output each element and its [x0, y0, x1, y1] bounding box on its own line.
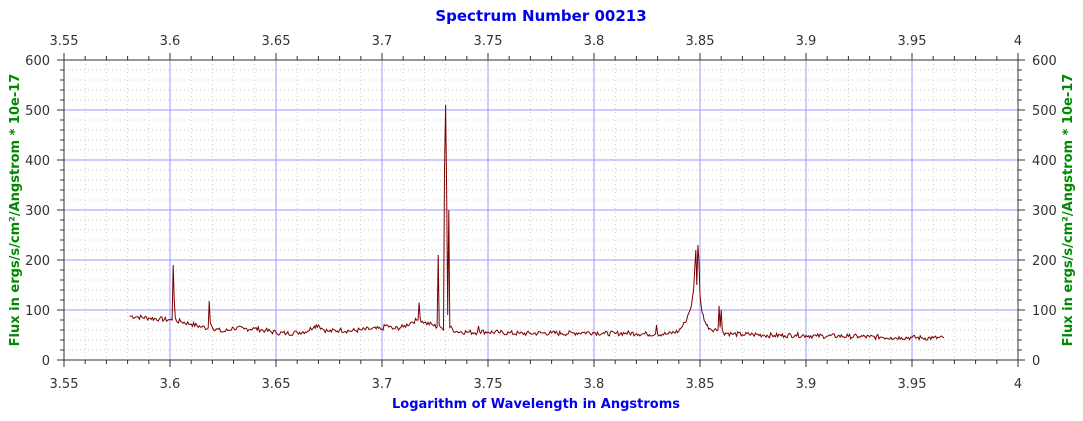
x-tick-label: 3.85 — [686, 377, 715, 392]
y-tick-label: 500 — [25, 104, 50, 119]
spectrum-series-line — [129, 104, 945, 341]
x-tick-label: 3.65 — [262, 377, 291, 392]
y-axis-label-right: Flux in ergs/s/cm²/Angstrom * 10e-17 — [1061, 74, 1076, 347]
y-tick-label: 200 — [25, 254, 50, 269]
minor-grid — [64, 60, 1018, 360]
y-right-tick-label: 400 — [1032, 154, 1057, 169]
x-tick-label: 3.8 — [584, 377, 605, 392]
x-tick-label: 3.95 — [898, 377, 927, 392]
x-top-tick-label: 3.7 — [372, 34, 393, 49]
x-top-tick-label: 3.8 — [584, 34, 605, 49]
y-right-tick-label: 600 — [1032, 54, 1057, 69]
y-right-tick-label: 100 — [1032, 304, 1057, 319]
x-top-tick-label: 4 — [1014, 34, 1022, 49]
y-tick-label: 100 — [25, 304, 50, 319]
major-grid — [64, 60, 1018, 360]
y-tick-label: 300 — [25, 204, 50, 219]
x-tick-label: 3.9 — [796, 377, 817, 392]
axis-ticks — [57, 53, 1025, 367]
y-right-tick-label: 200 — [1032, 254, 1057, 269]
x-top-tick-label: 3.6 — [160, 34, 181, 49]
x-top-tick-label: 3.95 — [898, 34, 927, 49]
x-axis-label: Logarithm of Wavelength in Angstroms — [392, 397, 680, 412]
plot-frame — [63, 59, 1019, 361]
x-top-tick-label: 3.85 — [686, 34, 715, 49]
y-right-tick-label: 300 — [1032, 204, 1057, 219]
y-right-tick-label: 0 — [1032, 354, 1040, 369]
y-tick-label: 400 — [25, 154, 50, 169]
x-top-tick-label: 3.55 — [50, 34, 79, 49]
x-tick-label: 3.75 — [474, 377, 503, 392]
x-tick-label: 3.55 — [50, 377, 79, 392]
tick-labels: 3.55 3.55 3.6 3.6 3.65 3.65 3.7 3.7 3.75 3.75 3.8 3… — [25, 34, 1057, 392]
x-tick-label: 3.7 — [372, 377, 393, 392]
x-top-tick-label: 3.65 — [262, 34, 291, 49]
y-right-tick-label: 500 — [1032, 104, 1057, 119]
x-top-tick-label: 3.9 — [796, 34, 817, 49]
y-axis-label-left: Flux in ergs/s/cm²/Angstrom * 10e-17 — [8, 74, 23, 347]
x-tick-label: 4 — [1014, 377, 1022, 392]
y-tick-label: 0 — [42, 354, 50, 369]
x-top-tick-label: 3.75 — [474, 34, 503, 49]
x-tick-label: 3.6 — [160, 377, 181, 392]
chart-title: Spectrum Number 00213 — [435, 7, 646, 25]
y-tick-label: 600 — [25, 54, 50, 69]
